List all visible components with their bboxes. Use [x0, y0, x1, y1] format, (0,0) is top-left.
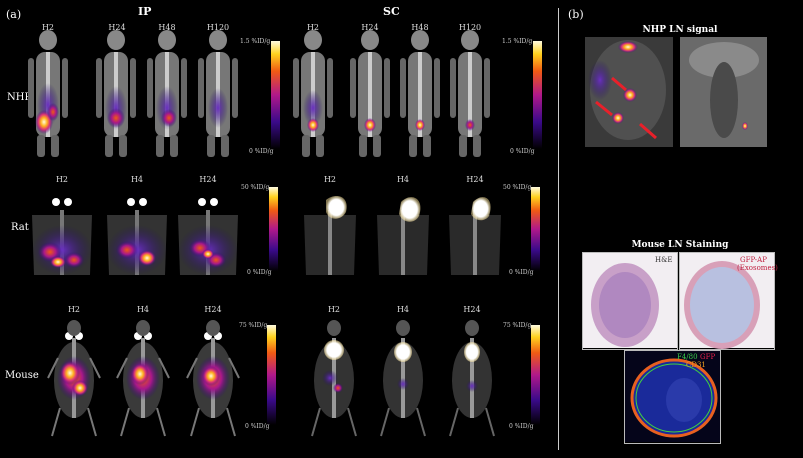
he-stain-frame — [582, 252, 678, 350]
exosomes-stain-label: (Exosomes) — [737, 264, 778, 272]
colorbar-nhp-ip-max: 1.5 %ID/g — [240, 38, 271, 45]
colorbar-nhp-sc-min: 0 %ID/g — [510, 148, 535, 155]
gfp-ap-stain-frame — [679, 252, 775, 350]
nhp-sc-scans — [293, 30, 490, 157]
colorbar-mouse-sc — [531, 325, 540, 425]
colorbar-mouse-sc-min: 0 %ID/g — [509, 423, 534, 430]
mouse-sc-time-label: H2 — [327, 305, 341, 314]
ip-group-label: IP — [138, 5, 152, 18]
nhp-ln-images — [585, 37, 767, 147]
rat-sc-time-label: H2 — [323, 175, 337, 184]
nhp-ip-time-label: H2 — [41, 23, 55, 32]
nhp-sc-time-label: H120 — [458, 23, 482, 32]
nhp-sc-time-label: H2 — [306, 23, 320, 32]
panel-a-label: (a) — [6, 8, 22, 21]
nhp-ip-scans — [28, 30, 238, 157]
rat-ip-time-label: H24 — [199, 175, 217, 184]
colorbar-mouse-ip-min: 0 %ID/g — [245, 423, 270, 430]
mouse-ip-scans — [47, 320, 240, 437]
colorbar-rat-ip — [269, 187, 278, 271]
mouse-ip-time-label: H4 — [136, 305, 150, 314]
sc-group-label: SC — [383, 5, 400, 18]
panel-divider — [558, 8, 559, 450]
nhp-ip-time-label: H120 — [206, 23, 230, 32]
rat-ip-time-label: H2 — [55, 175, 69, 184]
mouse-sc-time-label: H24 — [463, 305, 481, 314]
gfp-stain-label: GFP — [700, 353, 716, 361]
nhp-sc-time-label: H24 — [361, 23, 379, 32]
row-label-rat: Rat — [11, 222, 29, 233]
mouse-sc-scans — [311, 320, 495, 437]
rat-sc-time-label: H24 — [466, 175, 484, 184]
mouse-ln-staining-images — [583, 253, 774, 442]
colorbar-rat-ip-max: 50 %ID/g — [241, 184, 270, 191]
mouse-sc-time-label: H4 — [396, 305, 410, 314]
colorbar-rat-sc-max: 50 %ID/g — [503, 184, 532, 191]
colorbar-mouse-sc-max: 75 %ID/g — [503, 322, 532, 329]
nhp-ip-time-label: H24 — [108, 23, 126, 32]
he-stain-label: H&E — [655, 256, 673, 264]
gfp-ap-stain-label: GFP-AP — [740, 256, 767, 264]
colorbar-mouse-ip-max: 75 %ID/g — [239, 322, 268, 329]
nhp-ip-time-label: H48 — [158, 23, 176, 32]
mouse-ln-staining-title: Mouse LN Staining — [631, 240, 729, 250]
rat-sc-time-label: H4 — [396, 175, 410, 184]
panel-b-label: (b) — [568, 8, 584, 21]
nhp-sc-time-label: H48 — [411, 23, 429, 32]
mouse-ip-time-label: H24 — [204, 305, 222, 314]
colorbar-nhp-sc — [533, 41, 542, 149]
row-label-nhp: NHP — [7, 92, 32, 103]
cd31-stain-label: CD31 — [686, 361, 706, 369]
f480-stain-label: F4/80 — [677, 353, 698, 361]
colorbar-nhp-sc-max: 1.5 %ID/g — [502, 38, 533, 45]
row-label-mouse: Mouse — [5, 370, 39, 381]
fluorescence-stain-frame — [624, 350, 721, 444]
rat-sc-scans — [304, 196, 501, 275]
colorbar-nhp-ip — [271, 41, 280, 149]
colorbar-rat-sc — [531, 187, 540, 271]
colorbar-mouse-ip — [267, 325, 276, 425]
colorbar-nhp-ip-min: 0 %ID/g — [249, 148, 274, 155]
rat-ip-scans — [32, 198, 238, 275]
colorbar-rat-ip-min: 0 %ID/g — [247, 269, 272, 276]
mouse-ip-time-label: H2 — [67, 305, 81, 314]
nhp-ln-signal-title: NHP LN signal — [642, 25, 718, 35]
colorbar-rat-sc-min: 0 %ID/g — [509, 269, 534, 276]
rat-ip-time-label: H4 — [130, 175, 144, 184]
